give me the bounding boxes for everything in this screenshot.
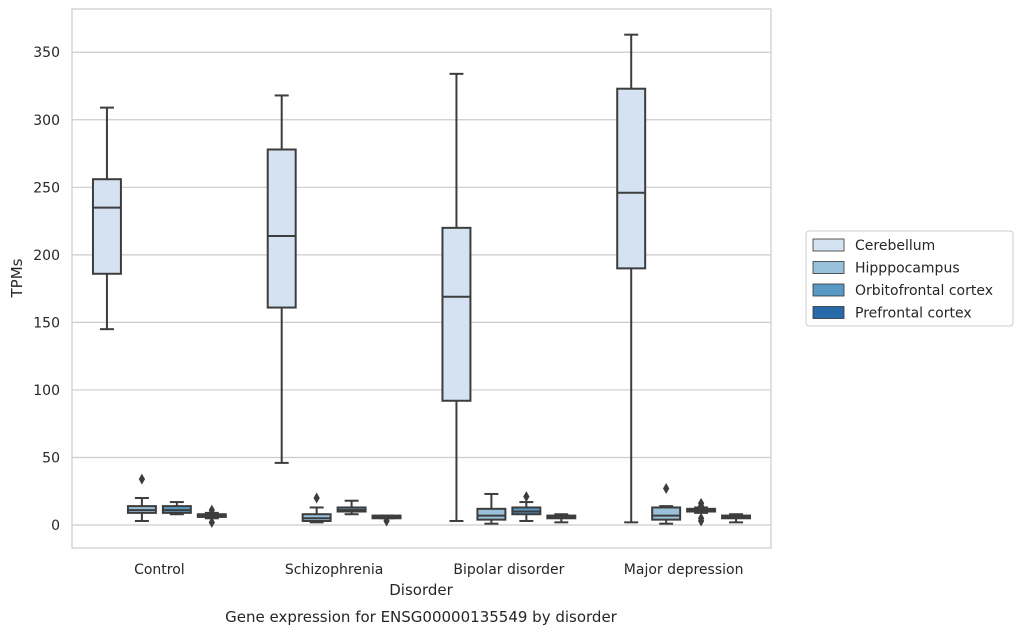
box-group: [511, 491, 542, 522]
outlier-point: [697, 500, 705, 512]
outlier-point: [523, 491, 530, 503]
boxes: [91, 33, 752, 528]
outlier-point: [697, 515, 705, 527]
legend-swatch: [812, 238, 845, 252]
x-tick-label: Control: [134, 562, 185, 578]
y-tick-label: 50: [42, 450, 60, 466]
box: [616, 87, 647, 270]
box-group: [196, 504, 227, 528]
legend-label: Orbitofrontal cortex: [855, 283, 993, 299]
y-tick-label: 300: [33, 113, 60, 129]
x-tick-label: Major depression: [624, 562, 744, 578]
y-axis-label: TPMs: [8, 258, 26, 298]
box-group: [91, 106, 122, 331]
x-axis-label: Disorder: [389, 581, 453, 599]
legend-swatch: [812, 261, 845, 274]
y-tick-label: 350: [33, 45, 60, 61]
grid-lines: [72, 51, 771, 526]
x-axis-ticks: Control Schizophrenia Bipolar disorder Majo…: [134, 562, 743, 578]
box: [651, 506, 682, 521]
box-group: [441, 72, 472, 522]
legend: Cerebellum Hipppocampus Orbitofrontal cort…: [805, 230, 1014, 327]
y-tick-label: 100: [33, 383, 60, 399]
box-group: [126, 473, 157, 522]
outlier-point: [208, 507, 215, 519]
legend-items: Cerebellum Hipppocampus Orbitofrontal cort…: [812, 238, 993, 322]
box-group: [721, 513, 752, 524]
outlier-point: [663, 483, 670, 495]
outlier-point: [138, 473, 146, 485]
outlier-point: [313, 492, 320, 504]
y-axis-ticks: 0 50 100 150 200 250 300 350: [33, 45, 60, 534]
box-group: [336, 499, 367, 516]
plot-area: [71, 8, 772, 549]
box: [266, 148, 297, 309]
y-tick-label: 0: [51, 518, 60, 534]
box: [476, 507, 507, 521]
y-tick-label: 150: [33, 315, 60, 331]
legend-frame: [805, 230, 1014, 327]
box-group: [161, 501, 192, 516]
legend-label: Cerebellum: [855, 238, 935, 254]
box-group: [686, 497, 717, 527]
box-group: [371, 514, 402, 527]
legend-label: Hipppocampus: [855, 261, 960, 277]
box-group: [476, 492, 507, 525]
box-group: [266, 94, 297, 464]
legend-swatch: [812, 306, 845, 319]
box-group: [616, 33, 647, 524]
outlier-point: [383, 515, 390, 527]
box: [441, 226, 472, 402]
legend-swatch: [812, 283, 845, 297]
x-tick-label: Bipolar disorder: [453, 562, 564, 578]
legend-label: Prefrontal cortex: [855, 306, 972, 322]
y-tick-label: 250: [33, 180, 60, 196]
box-group: [301, 492, 332, 524]
outlier-point: [208, 516, 215, 528]
box-group: [651, 483, 682, 525]
y-tick-label: 200: [33, 248, 60, 264]
box: [91, 178, 122, 275]
box-group: [546, 513, 577, 524]
x-tick-label: Schizophrenia: [285, 562, 383, 578]
chart-title: Gene expression for ENSG00000135549 by d…: [225, 608, 618, 626]
